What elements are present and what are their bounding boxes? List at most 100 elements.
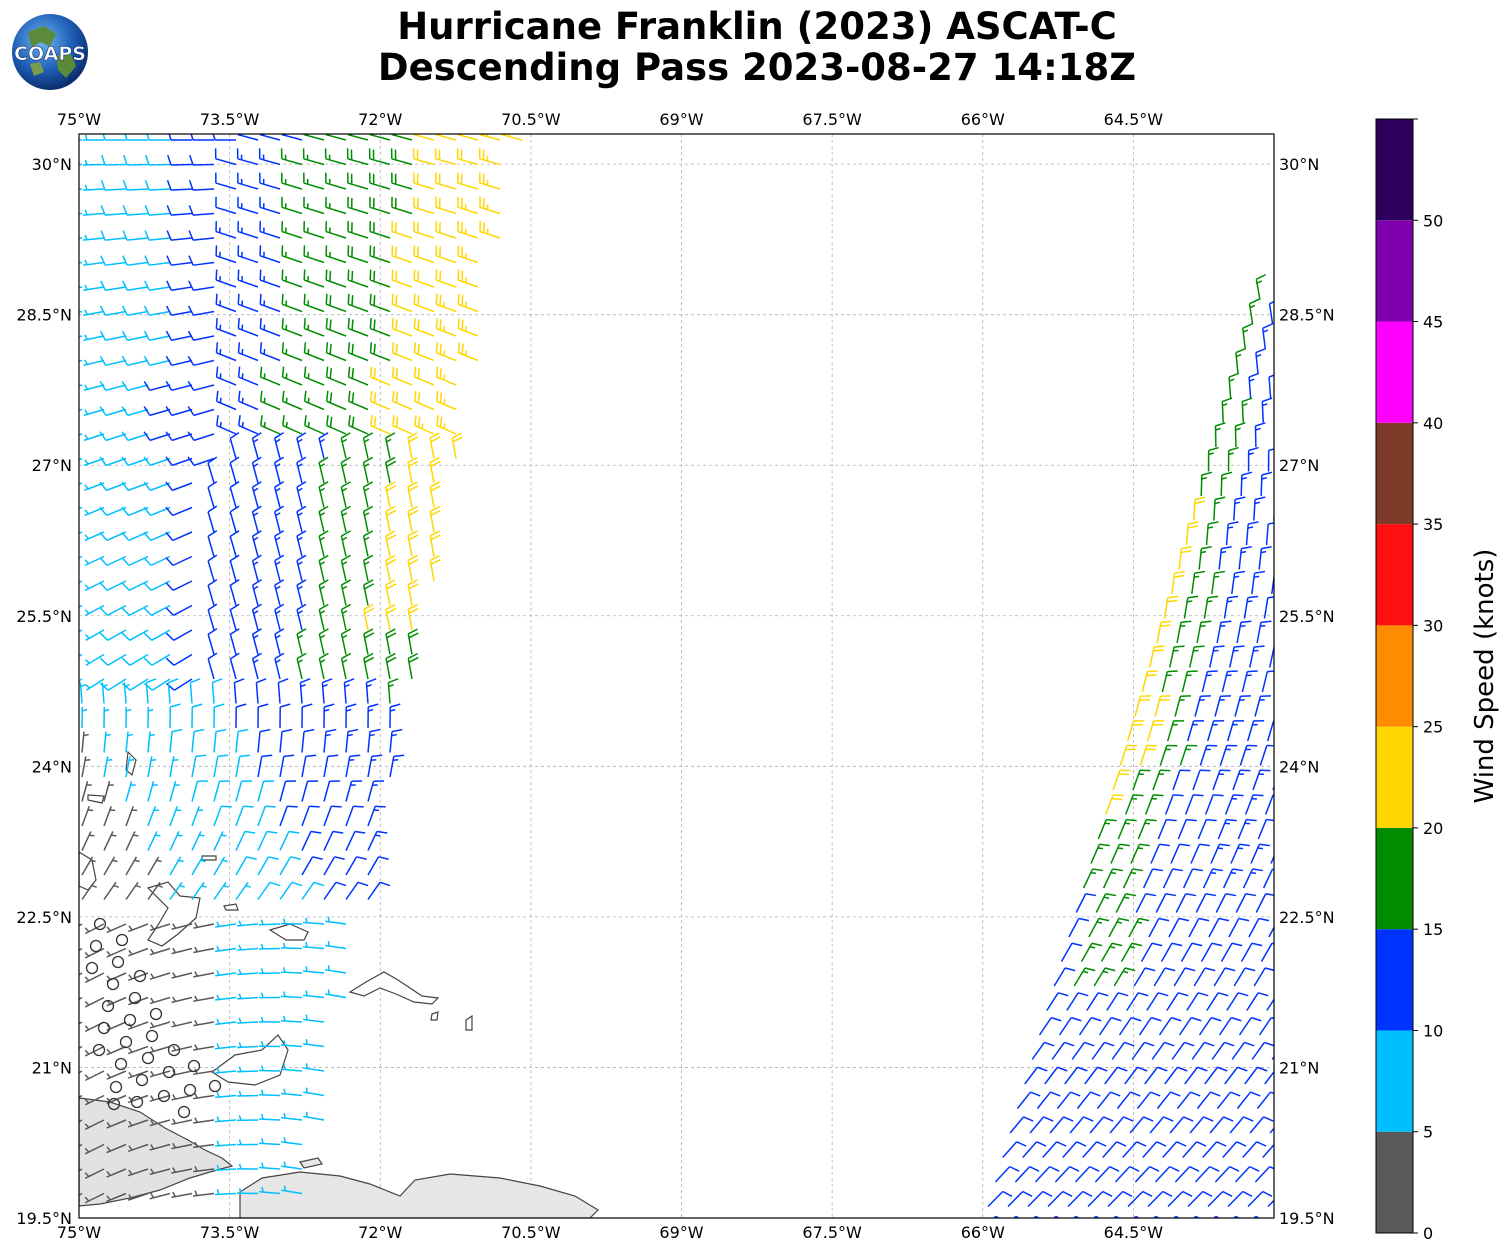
- wind-barb: [1073, 967, 1096, 987]
- wind-barb: [323, 881, 347, 900]
- wind-barb: [1234, 1165, 1260, 1183]
- wind-barb: [478, 148, 501, 166]
- wind-barb: [1146, 992, 1169, 1011]
- wind-barb: [1244, 794, 1264, 815]
- wind-barb: [1156, 1091, 1181, 1109]
- wind-barb: [1146, 720, 1165, 742]
- colorbar-bin: [1376, 321, 1413, 423]
- calm-circle: [115, 933, 129, 947]
- wind-barb: [1269, 1127, 1274, 1134]
- wind-barb: [1254, 422, 1266, 448]
- wind-barb: [1224, 794, 1244, 815]
- wind-barb: [1203, 595, 1219, 619]
- calm-circle: [130, 1095, 144, 1109]
- wind-barb: [340, 652, 352, 680]
- wind-barb: [1209, 1116, 1234, 1134]
- wind-barb: [479, 221, 501, 239]
- wind-barb: [324, 148, 347, 166]
- wind-barb: [81, 781, 92, 802]
- lon-tick-label-bottom: 73.5°W: [200, 1223, 260, 1242]
- wind-barb: [279, 703, 291, 729]
- wind-barb: [1090, 843, 1110, 864]
- wind-barb: [1233, 1241, 1257, 1255]
- wind-barb: [281, 221, 303, 239]
- wind-barb: [189, 678, 201, 704]
- wind-barb: [392, 415, 413, 435]
- wind-barb: [143, 305, 171, 316]
- wind-barb: [84, 1143, 105, 1155]
- wind-barb: [1117, 818, 1137, 840]
- wind-barb: [1088, 917, 1110, 938]
- wind-barb: [1267, 1199, 1274, 1208]
- wind-barb: [348, 415, 369, 435]
- wind-barb: [213, 728, 227, 753]
- wind-barb: [1219, 744, 1238, 766]
- wind-barb: [1013, 1215, 1021, 1218]
- wind-barb: [1193, 496, 1206, 521]
- wind-barb: [340, 505, 351, 533]
- wind-barb: [1113, 967, 1136, 987]
- wind-barb: [1253, 496, 1266, 521]
- wind-barb: [83, 259, 105, 266]
- wind-barb: [1230, 843, 1250, 864]
- wind-barb: [1258, 545, 1272, 570]
- wind-barb: [1113, 1241, 1137, 1255]
- wind-barb: [236, 993, 259, 1000]
- wind-barb: [391, 293, 413, 313]
- svg-text:COAPS: COAPS: [14, 43, 86, 65]
- lon-tick-label-top: 69°W: [659, 110, 703, 129]
- wind-barb: [277, 678, 289, 704]
- wind-barb: [251, 481, 262, 508]
- lon-tick-label-top: 70.5°W: [501, 110, 561, 129]
- wind-barb: [429, 554, 441, 582]
- lon-tick-label-bottom: 75°W: [57, 1223, 101, 1242]
- wind-barb: [407, 579, 419, 606]
- wind-barb: [345, 856, 367, 876]
- wind-barb: [1194, 695, 1211, 717]
- wind-barb: [391, 366, 413, 386]
- wind-barb: [1253, 1215, 1261, 1218]
- wind-barb: [258, 134, 281, 141]
- wind-barb: [345, 754, 361, 778]
- wind-barb: [296, 652, 307, 680]
- colorbar-tick-label: 20: [1423, 819, 1443, 838]
- wind-barb: [407, 628, 419, 655]
- wind-barb: [343, 678, 355, 704]
- wind-barb: [216, 415, 237, 435]
- wind-barb: [325, 342, 347, 362]
- wind-barb: [84, 972, 105, 984]
- wind-barb: [1142, 1141, 1167, 1158]
- wind-barb: [412, 134, 435, 141]
- wind-barb: [281, 245, 303, 264]
- wind-barb: [362, 481, 374, 508]
- wind-barb: [1242, 868, 1264, 889]
- wind-barb: [457, 318, 479, 337]
- wind-barb: [237, 245, 259, 264]
- wind-barb: [1093, 1241, 1117, 1255]
- wind-barb: [207, 579, 218, 606]
- wind-barb: [1213, 1215, 1221, 1218]
- wind-barb: [1140, 942, 1163, 962]
- wind-barb: [1095, 893, 1117, 913]
- wind-barb: [84, 1168, 105, 1179]
- wind-barb: [1240, 942, 1263, 962]
- wind-barb: [1150, 843, 1170, 864]
- wind-barb: [165, 580, 193, 592]
- wind-barb: [165, 653, 193, 666]
- wind-barb: [121, 629, 149, 641]
- wind-barb: [1159, 744, 1178, 766]
- wind-barb: [1196, 620, 1212, 644]
- wind-barb: [149, 1192, 171, 1200]
- wind-barb: [1196, 1091, 1221, 1109]
- wind-barb: [187, 456, 215, 467]
- wind-barb: [1218, 1016, 1242, 1036]
- wind-barb: [345, 728, 359, 753]
- wind-barb: [362, 456, 374, 484]
- wind-barb: [389, 728, 403, 753]
- wind-barb: [213, 831, 227, 851]
- wind-barb: [191, 831, 205, 851]
- wind-barb: [147, 781, 158, 802]
- wind-barb: [1208, 917, 1230, 938]
- wind-barb: [101, 154, 127, 166]
- wind-barb: [1248, 917, 1270, 938]
